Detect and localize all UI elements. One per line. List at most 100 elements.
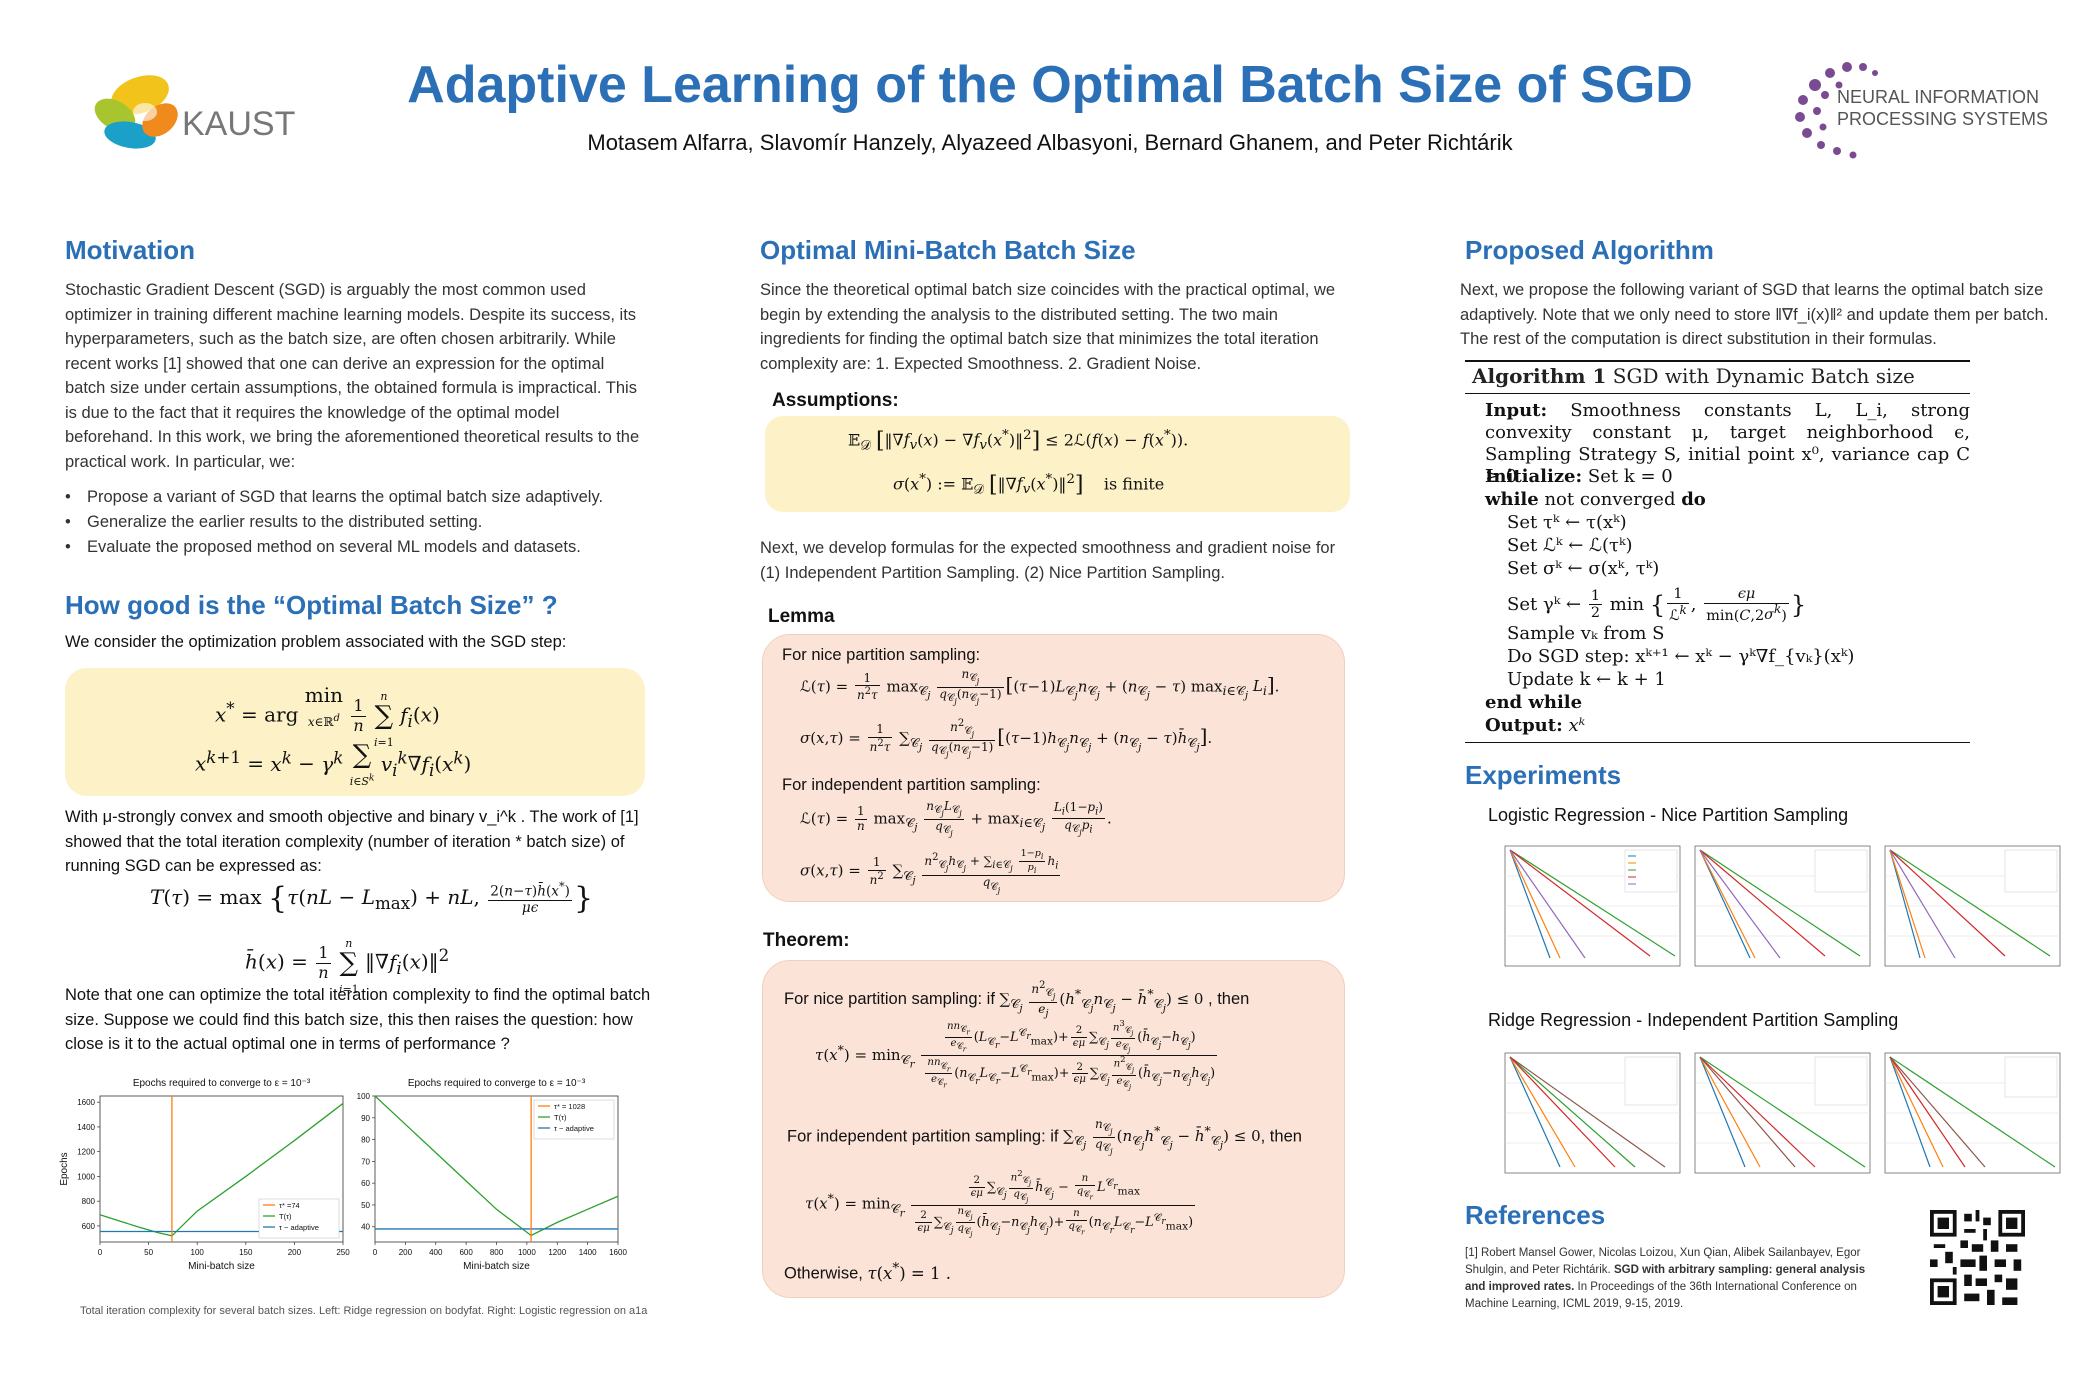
ridge-chart-y-tick-label: 1000 xyxy=(77,1172,95,1181)
motivation-bullets: Propose a variant of SGD that learns the… xyxy=(65,485,665,560)
ridge-chart-y-tick-label: 800 xyxy=(82,1197,96,1206)
complexity-intro: With μ-strongly convex and smooth object… xyxy=(65,808,639,875)
theorem-nice-prefix: For nice partition sampling: if xyxy=(784,989,995,1008)
sgd-equation-box xyxy=(65,668,645,796)
neurips-wordmark-2: PROCESSING SYSTEMS xyxy=(1837,109,2048,129)
total-complexity-equation: T(τ) = max {τ(nL − Lmax) + nL, 2(n−τ)h̄(… xyxy=(150,879,594,917)
proposed-algorithm-heading: Proposed Algorithm xyxy=(1465,235,1714,265)
theorem-nice-suffix: , then xyxy=(1208,989,1250,1008)
logistic-chart-series-0 xyxy=(374,1095,619,1237)
algorithm-step: Set σᵏ ← σ(xᵏ, τᵏ) xyxy=(1507,558,1660,579)
motivation-bullet: Evaluate the proposed method on several … xyxy=(65,535,665,560)
logistic-chart-y-tick-label: 80 xyxy=(361,1136,370,1145)
ridge-chart-legend-entry: τ − adaptive xyxy=(279,1223,319,1232)
algorithm-init-text: Set k = 0 xyxy=(1587,466,1673,487)
algorithm-number: Algorithm 1 xyxy=(1472,364,1607,388)
ridge-chart-x-tick-label: 150 xyxy=(239,1248,253,1257)
logistic-chart-x-tick-label: 1600 xyxy=(609,1248,627,1257)
motivation-heading: Motivation xyxy=(65,235,195,265)
ridge-chart-x-label: Mini-batch size xyxy=(188,1261,255,1272)
neurips-wordmark-1: NEURAL INFORMATION xyxy=(1837,87,2039,107)
logistic-chart-x-tick-label: 600 xyxy=(459,1248,473,1257)
reference-1: [1] Robert Mansel Gower, Nicolas Loizou,… xyxy=(1465,1245,1885,1313)
gradient-noise-assumption: σ(x*) := 𝔼𝒟 [‖∇fv(x*)‖2] is finite xyxy=(893,472,1165,498)
ridge-chart-y-tick-label: 1200 xyxy=(77,1148,95,1157)
theorem-otherwise-label: Otherwise, xyxy=(784,1264,863,1283)
algorithm-top-rule xyxy=(1465,360,1970,362)
logistic-chart-legend-entry: τ − adaptive xyxy=(554,1124,594,1133)
lemma-nice-sigma: σ(x,τ) = 1 n2τ ∑𝒞j n2𝒞j q𝒞j(n𝒞j−1) [(τ−1)h𝒞… xyxy=(800,718,1213,760)
logistic-chart-y-tick-label: 60 xyxy=(361,1179,370,1188)
algorithm-output-value: xᵏ xyxy=(1568,715,1586,736)
logistic-chart-x-tick-label: 200 xyxy=(399,1248,413,1257)
algorithm-mid-rule xyxy=(1465,393,1970,394)
logistic-chart-x-label: Mini-batch size xyxy=(463,1261,530,1272)
lemma-label: Lemma xyxy=(768,606,835,627)
ridge-chart-legend-entry: T(τ) xyxy=(279,1212,292,1221)
next-formulas-text: Next, we develop formulas for the expect… xyxy=(760,539,1336,582)
logistic-chart-y-tick-label: 40 xyxy=(361,1223,370,1232)
sgd-step-equation: xk+1 = xk − γk ∑ i∈Sk vik∇fi(xk) xyxy=(195,740,472,788)
logistic-chart-y-tick-label: 70 xyxy=(361,1157,370,1166)
algorithm-do-keyword: do xyxy=(1681,489,1706,510)
logistic-epochs-chart: Epochs required to converge to ε = 10⁻³ 0… xyxy=(357,1078,628,1272)
algorithm-step: Sample vₖ from S xyxy=(1507,623,1665,644)
logistic-chart-x-tick-label: 1400 xyxy=(579,1248,597,1257)
lemma-nice-L: ℒ(τ) = 1 n2τ max𝒞j n𝒞j q𝒞j(n𝒞j−1) [(τ−1)L𝒞j… xyxy=(800,667,1280,707)
lemma-indep-label: For independent partition sampling: xyxy=(782,776,1041,794)
algorithm-step: Set γᵏ ← xyxy=(1507,593,1582,615)
expected-smoothness-assumption: 𝔼𝒟 [‖∇fv(x) − ∇fv(x*)‖2] ≤ 2ℒ(f(x) − f(x… xyxy=(848,428,1189,454)
algorithm-name: SGD with Dynamic Batch size xyxy=(1612,364,1915,388)
references-heading: References xyxy=(1465,1200,1606,1230)
logistic-chart-x-tick-label: 400 xyxy=(429,1248,443,1257)
ridge-regression-plots xyxy=(1504,1052,2061,1174)
kaust-wordmark: KAUST xyxy=(182,105,295,143)
reference-1-title: SGD with arbitrary sampling: general ana… xyxy=(1465,1264,1866,1293)
ridge-chart-y-tick-label: 1400 xyxy=(77,1123,95,1132)
how-good-note: Note that one can optimize the total ite… xyxy=(65,986,651,1053)
lemma-nice-label: For nice partition sampling: xyxy=(782,646,981,664)
reference-1-venue: In Proceedings of the 36th International… xyxy=(1465,1281,1857,1310)
ridge-panel-3 xyxy=(1884,1052,2061,1174)
theorem-otherwise: Otherwise, τ(x*) = 1 . xyxy=(784,1260,951,1283)
theorem-indep-suffix: , then xyxy=(1260,1127,1302,1146)
logistic-panel-1 xyxy=(1504,845,1681,967)
proposed-algorithm-body: Next, we propose the following variant o… xyxy=(1460,281,2049,348)
logistic-regression-plots xyxy=(1504,845,2061,967)
theorem-box xyxy=(762,960,1345,1298)
logistic-chart-x-tick-label: 1000 xyxy=(518,1248,536,1257)
lemma-indep-sigma: σ(x,τ) = 1 n2 ∑𝒞j n2𝒞jh𝒞j + ∑i∈𝒞j 1−pi pi h… xyxy=(800,848,1061,895)
motivation-bullet: Generalize the earlier results to the di… xyxy=(65,510,665,535)
how-good-intro: We consider the optimization problem ass… xyxy=(65,633,567,651)
ridge-chart-legend-entry: τ* =74 xyxy=(279,1201,300,1210)
poster-authors: Motasem Alfarra, Slavomír Hanzely, Alyaz… xyxy=(587,130,1513,155)
figure-caption: Total iteration complexity for several b… xyxy=(80,1305,648,1317)
logistic-panel-3 xyxy=(1884,845,2061,967)
logistic-chart-y-tick-label: 100 xyxy=(357,1092,371,1101)
algorithm-step: Set ℒᵏ ← ℒ(τᵏ) xyxy=(1507,535,1633,556)
algorithm-step: Update k ← k + 1 xyxy=(1507,669,1666,690)
algorithm-bottom-rule xyxy=(1465,742,1970,743)
assumptions-box xyxy=(765,416,1350,512)
logistic-chart-legend-entry: T(τ) xyxy=(554,1113,567,1122)
logistic-section-title: Logistic Regression - Nice Partition Sam… xyxy=(1488,805,1849,825)
logistic-chart-y-tick-label: 50 xyxy=(361,1201,370,1210)
how-good-heading: How good is the “Optimal Batch Size” ? xyxy=(65,590,558,620)
algorithm-while-cond: not converged xyxy=(1544,489,1676,510)
poster-title: Adaptive Learning of the Optimal Batch S… xyxy=(407,56,1693,114)
logistic-chart-legend-entry: τ* = 1028 xyxy=(554,1102,585,1111)
neurips-logo: NEURAL INFORMATION PROCESSING SYSTEMS xyxy=(1795,62,2048,159)
logistic-chart-title: Epochs required to converge to ε = 10⁻³ xyxy=(408,1078,586,1089)
ridge-chart-y-tick-label: 600 xyxy=(82,1222,96,1231)
theorem-nice-tau: τ(x*) = min𝒞r nn𝒞r e𝒞r (L𝒞r−L𝒞rmax)+ 2 ϵμ ∑𝒞j… xyxy=(815,1019,1218,1092)
qr-code-icon[interactable] xyxy=(1930,1210,2025,1305)
theorem-indep-tau: τ(x*) = min𝒞r 2 ϵμ ∑𝒞j n2𝒞j q𝒞j h̄𝒞j − n q𝒞r L𝒞… xyxy=(805,1169,1196,1239)
optimal-minibatch-heading: Optimal Mini-Batch Batch Size xyxy=(760,235,1136,265)
ridge-section-title: Ridge Regression - Independent Partition… xyxy=(1488,1010,1899,1030)
assumption-finite-text: is finite xyxy=(1103,474,1165,494)
algorithm-step: Set τᵏ ← τ(xᵏ) xyxy=(1507,512,1627,533)
algorithm-while: while not converged do xyxy=(1485,489,1706,510)
